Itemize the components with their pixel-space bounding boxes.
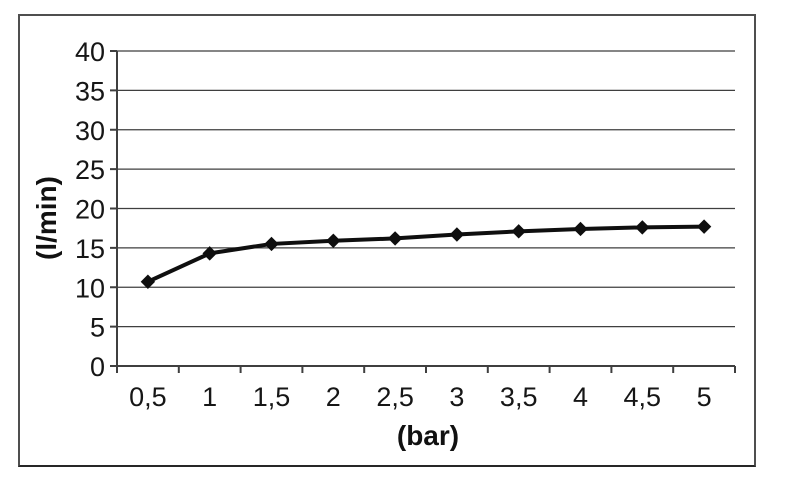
x-axis-title: (bar): [397, 420, 459, 451]
y-tick-label: 40: [75, 37, 105, 67]
data-point-marker: [573, 221, 588, 237]
flow-vs-pressure-chart: 0 5 10 15 20 25 30 35 40 0,5 1 1,5 2 2,5 3 3,5 4 4,5 5 (ba…: [31, 37, 736, 451]
series-line: [145, 224, 707, 284]
y-tick-label: 30: [75, 116, 105, 146]
data-point-marker: [387, 231, 403, 246]
chart-frame: 0 5 10 15 20 25 30 35 40 0,5 1 1,5 2 2,5 3 3,5 4 4,5 5 (ba…: [18, 14, 756, 467]
y-tick-label: 5: [90, 313, 105, 343]
x-tick-label: 2: [326, 382, 341, 412]
x-tick-label: 3,5: [500, 382, 538, 412]
x-tick-label: 4,5: [624, 382, 662, 412]
axis-layer: [110, 50, 736, 373]
data-point-marker: [202, 246, 217, 261]
data-point-marker: [264, 236, 279, 252]
x-tick-label: 4: [573, 382, 588, 412]
y-tick-label: 20: [75, 195, 105, 225]
y-tick-label: 35: [75, 76, 105, 106]
data-point-marker: [696, 219, 712, 234]
data-point-marker: [449, 227, 465, 242]
x-tick-label: 0,5: [129, 382, 167, 412]
y-tick-label: 15: [75, 234, 105, 264]
tick-label-layer: 0 5 10 15 20 25 30 35 40 0,5 1 1,5 2 2,5 3 3,5 4 4,5 5: [75, 37, 712, 412]
y-tick-label: 0: [90, 352, 105, 382]
x-tick-label: 1: [202, 382, 217, 412]
y-tick-label: 10: [75, 273, 105, 303]
x-tick-label: 3: [449, 382, 464, 412]
data-point-marker: [635, 220, 650, 235]
data-point-marker: [511, 224, 526, 239]
gridline-layer: [117, 50, 735, 367]
series-layer: [140, 219, 712, 289]
x-tick-label: 1,5: [253, 382, 291, 412]
x-tick-label: 5: [697, 382, 712, 412]
y-tick-label: 25: [75, 155, 105, 185]
data-point-marker: [140, 274, 156, 289]
y-axis-title: (l/min): [31, 176, 62, 260]
x-tick-label: 2,5: [376, 382, 414, 412]
data-point-marker: [326, 233, 341, 248]
